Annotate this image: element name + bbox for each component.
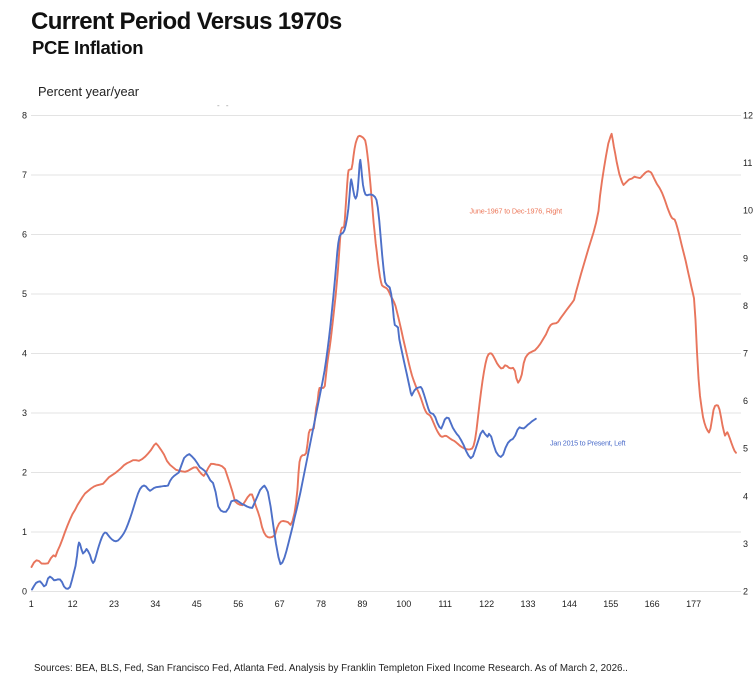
svg-text:3: 3 [743, 539, 748, 549]
svg-text:56: 56 [233, 599, 243, 609]
svg-text:78: 78 [316, 599, 326, 609]
svg-text:111: 111 [438, 599, 452, 609]
svg-text:4: 4 [743, 491, 748, 501]
svg-text:12: 12 [743, 111, 753, 121]
svg-text:8: 8 [22, 111, 27, 121]
svg-text:45: 45 [192, 599, 202, 609]
svg-text:9: 9 [743, 253, 748, 263]
svg-text:2: 2 [743, 587, 748, 597]
svg-text:4: 4 [22, 349, 27, 359]
svg-text:6: 6 [743, 396, 748, 406]
svg-text:166: 166 [645, 599, 660, 609]
svg-text:23: 23 [109, 599, 119, 609]
svg-text:2: 2 [22, 468, 27, 478]
svg-text:June-1967 to Dec-1976, Right: June-1967 to Dec-1976, Right [470, 207, 563, 216]
svg-text:3: 3 [22, 408, 27, 418]
svg-text:177: 177 [686, 599, 701, 609]
svg-text:100: 100 [396, 599, 411, 609]
svg-text:10: 10 [743, 206, 753, 216]
svg-text:155: 155 [603, 599, 618, 609]
svg-text:7: 7 [22, 170, 27, 180]
svg-text:133: 133 [520, 599, 535, 609]
svg-text:7: 7 [743, 349, 748, 359]
svg-text:122: 122 [479, 599, 494, 609]
svg-text:0: 0 [22, 587, 27, 597]
svg-text:34: 34 [150, 599, 160, 609]
svg-text:1: 1 [22, 527, 27, 537]
svg-text:1: 1 [29, 599, 34, 609]
svg-text:144: 144 [562, 599, 577, 609]
svg-text:Jan 2015 to Present, Left: Jan 2015 to Present, Left [550, 439, 626, 448]
svg-text:6: 6 [22, 230, 27, 240]
svg-text:5: 5 [22, 289, 27, 299]
svg-text:89: 89 [357, 599, 367, 609]
svg-text:11: 11 [743, 158, 752, 168]
svg-text:8: 8 [743, 301, 748, 311]
svg-text:5: 5 [743, 444, 748, 454]
svg-text:12: 12 [68, 599, 78, 609]
svg-text:67: 67 [275, 599, 285, 609]
